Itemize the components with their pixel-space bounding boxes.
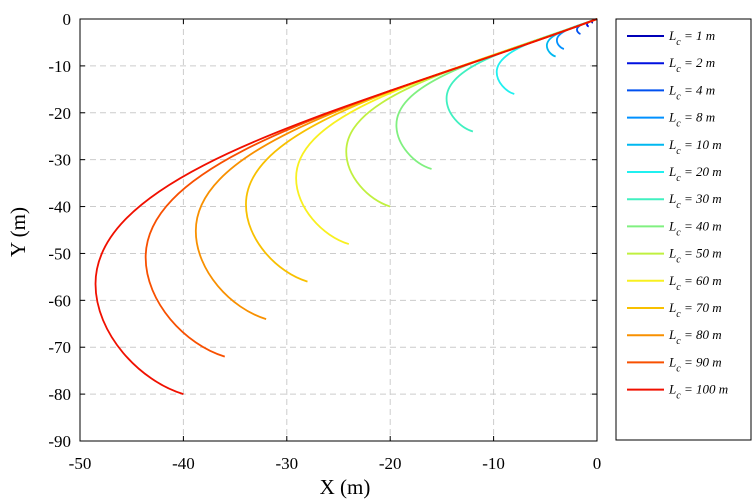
legend-label-10: Lc = 60 m	[668, 273, 722, 293]
legend-label-1: Lc = 1 m	[668, 28, 715, 48]
y-tick-labels: 0 -10 -20 -30 -40 -50 -60 -70 -80 -90	[48, 10, 71, 451]
x-tick-label: -30	[275, 454, 298, 473]
legend-label-13: Lc = 90 m	[668, 354, 722, 374]
y-tick-label: -10	[48, 57, 71, 76]
legend: Lc = 1 m Lc = 2 m Lc = 4 m Lc = 8 m Lc = 10 …	[627, 28, 728, 402]
y-tick-label: -80	[48, 385, 71, 404]
legend-label-7: Lc = 30 m	[668, 191, 722, 211]
plot-area	[80, 19, 597, 441]
y-tick-label: -90	[48, 432, 71, 451]
x-tick-label: -20	[379, 454, 402, 473]
legend-label-5: Lc = 10 m	[668, 137, 722, 157]
series-line-14	[94, 18, 598, 395]
x-tick-label: -40	[172, 454, 195, 473]
y-axis-label: Y (m)	[6, 207, 30, 257]
grid	[80, 19, 597, 441]
legend-label-12: Lc = 80 m	[668, 327, 722, 347]
legend-label-4: Lc = 8 m	[668, 110, 715, 130]
legend-label-11: Lc = 70 m	[668, 300, 722, 320]
x-axis-label: X (m)	[320, 475, 371, 499]
legend-label-8: Lc = 40 m	[668, 218, 722, 238]
x-tick-label: -10	[482, 454, 505, 473]
y-tick-label: -70	[48, 338, 71, 357]
x-tick-labels: -50 -40 -30 -20 -10 0	[69, 454, 602, 473]
x-tick-label: 0	[593, 454, 602, 473]
plot-frame	[79, 18, 598, 442]
y-tick-label: -40	[48, 198, 71, 217]
y-tick-label: 0	[63, 10, 72, 29]
legend-label-14: Lc = 100 m	[668, 382, 728, 402]
legend-label-9: Lc = 50 m	[668, 246, 722, 266]
y-tick-label: -50	[48, 244, 71, 263]
axis-ticks	[79, 18, 598, 442]
legend-label-6: Lc = 20 m	[668, 164, 722, 184]
x-tick-label: -50	[69, 454, 92, 473]
y-tick-label: -20	[48, 104, 71, 123]
y-tick-label: -60	[48, 291, 71, 310]
legend-box	[615, 18, 752, 441]
curves	[94, 18, 598, 395]
y-tick-label: -30	[48, 151, 71, 170]
legend-label-3: Lc = 4 m	[668, 82, 715, 102]
legend-label-2: Lc = 2 m	[668, 55, 715, 75]
